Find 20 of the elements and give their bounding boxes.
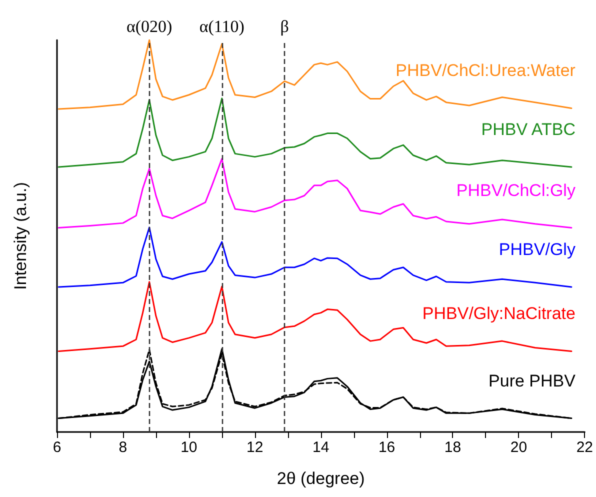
series-label: PHBV/Gly	[498, 240, 576, 259]
x-tick-label: 22	[576, 439, 593, 456]
x-tick-label: 6	[52, 439, 62, 456]
x-tick-label: 16	[378, 439, 396, 456]
series-label: PHBV/ChCl:Urea:Water	[396, 61, 576, 80]
ref-line-label: α(110)	[199, 17, 244, 36]
series-label: PHBV/Gly:NaCitrate	[422, 304, 576, 324]
x-tick-label: 8	[118, 439, 128, 456]
y-axis-title: Intensity (a.u.)	[11, 182, 30, 290]
x-tick-label: 18	[444, 439, 462, 456]
ref-line-label: β	[280, 17, 289, 36]
x-axis-title: 2θ (degree)	[276, 469, 365, 488]
series-label: Pure PHBV	[488, 371, 576, 390]
series-label: PHBV/ChCl:Gly	[456, 180, 576, 200]
x-tick-label: 10	[180, 439, 198, 456]
series-label: PHBV ATBC	[481, 120, 576, 140]
x-tick-label: 14	[312, 439, 330, 456]
x-tick-label: 20	[510, 439, 528, 456]
ref-line-label: α(020)	[126, 17, 172, 36]
x-tick-label: 12	[246, 439, 264, 456]
